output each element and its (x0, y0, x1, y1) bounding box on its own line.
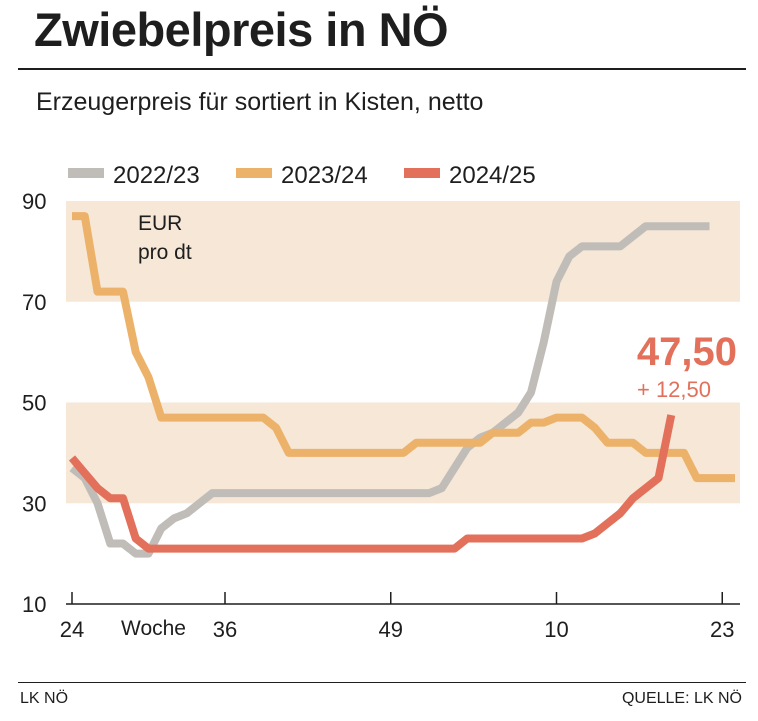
legend-label-2023-24: 2023/24 (281, 162, 368, 189)
legend-label-2022-23: 2022/23 (113, 162, 200, 189)
unit-label-per: pro dt (138, 241, 192, 264)
title-rule (18, 68, 746, 70)
legend-item-2022-23: 2022/23 (68, 162, 200, 189)
latest-value-label: 47,50 (637, 330, 737, 374)
x-tick-label-24: 24 (60, 617, 84, 642)
chart-subtitle: Erzeugerpreis für sortiert in Kisten, ne… (36, 88, 484, 116)
footer-source: QUELLE: LK NÖ (621, 690, 742, 707)
x-tick-label-36: 36 (213, 617, 237, 642)
chart-title: Zwiebelpreis in NÖ (34, 3, 449, 56)
y-axis-tick-labels: 10 30 50 70 90 (22, 189, 46, 617)
x-axis-label: Woche (121, 617, 186, 640)
y-tick-label-90: 90 (22, 189, 46, 214)
unit-label-currency: EUR (138, 212, 182, 235)
series-line-2023-24 (72, 212, 735, 483)
legend-label-2024-25: 2024/25 (449, 162, 536, 189)
y-tick-label-30: 30 (22, 491, 46, 516)
footer-rule (18, 682, 746, 683)
footer-credit: LK NÖ (20, 690, 69, 707)
x-tick-label-10: 10 (544, 617, 568, 642)
shaded-band-70-90 (66, 201, 740, 302)
series-line-2022-23 (69, 222, 710, 558)
y-tick-label-50: 50 (22, 391, 46, 416)
shaded-bands (66, 201, 740, 504)
x-axis-ticks: 24 36 49 10 23 (60, 592, 734, 642)
legend-item-2023-24: 2023/24 (236, 162, 368, 189)
y-tick-label-10: 10 (22, 592, 46, 617)
legend-item-2024-25: 2024/25 (404, 162, 536, 189)
series-line-2024-25 (68, 414, 676, 553)
change-value-label: + 12,50 (637, 377, 711, 402)
x-tick-label-23: 23 (710, 617, 734, 642)
x-tick-label-49: 49 (379, 617, 403, 642)
y-tick-label-70: 70 (22, 290, 46, 315)
legend: 2022/23 2023/24 2024/25 (68, 162, 536, 189)
series-lines (68, 212, 735, 558)
